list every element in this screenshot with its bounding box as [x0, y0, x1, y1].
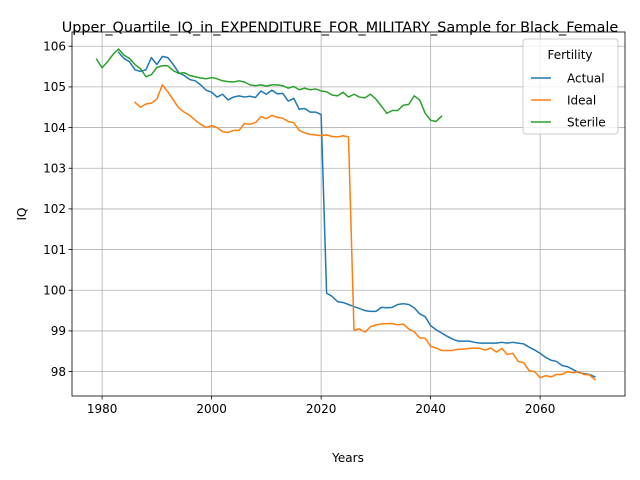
y-tick-label: 102: [43, 202, 66, 216]
x-tick-label: 1980: [87, 402, 118, 416]
series-line-sterile: [95, 48, 443, 123]
legend-label-ideal: Ideal: [567, 93, 596, 107]
legend: Fertility Actual Ideal Sterile: [522, 38, 619, 135]
y-axis-label: IQ: [15, 208, 29, 221]
y-axis-ticks: 98 99 100 101 102 103 104 105 106: [43, 40, 72, 379]
legend-label-sterile: Sterile: [567, 115, 606, 129]
y-tick-label: 104: [43, 121, 66, 135]
chart-title: Upper_Quartile_IQ_in_EXPENDITURE_FOR_MIL…: [62, 20, 619, 36]
y-tick-label: 101: [43, 243, 66, 257]
legend-label-actual: Actual: [567, 71, 605, 85]
y-tick-label: 105: [43, 80, 66, 94]
x-tick-label: 2060: [525, 402, 556, 416]
grid-lines: [72, 32, 625, 396]
legend-box: [522, 38, 619, 135]
x-tick-label: 2040: [415, 402, 446, 416]
x-tick-label: 2000: [196, 402, 227, 416]
series-lines: [95, 48, 596, 381]
series-line-ideal: [133, 84, 596, 381]
x-tick-label: 2020: [306, 402, 337, 416]
x-axis-label: Years: [331, 451, 364, 465]
series-line-actual: [117, 51, 596, 378]
y-tick-label: 106: [43, 40, 66, 54]
y-tick-label: 103: [43, 162, 66, 176]
y-tick-label: 100: [43, 284, 66, 298]
y-tick-label: 99: [51, 324, 66, 338]
x-axis-ticks: 1980 2000 2020 2040 2060: [87, 396, 556, 416]
legend-title: Fertility: [547, 48, 592, 62]
y-tick-label: 98: [51, 365, 66, 379]
plot-frame: [71, 31, 626, 397]
